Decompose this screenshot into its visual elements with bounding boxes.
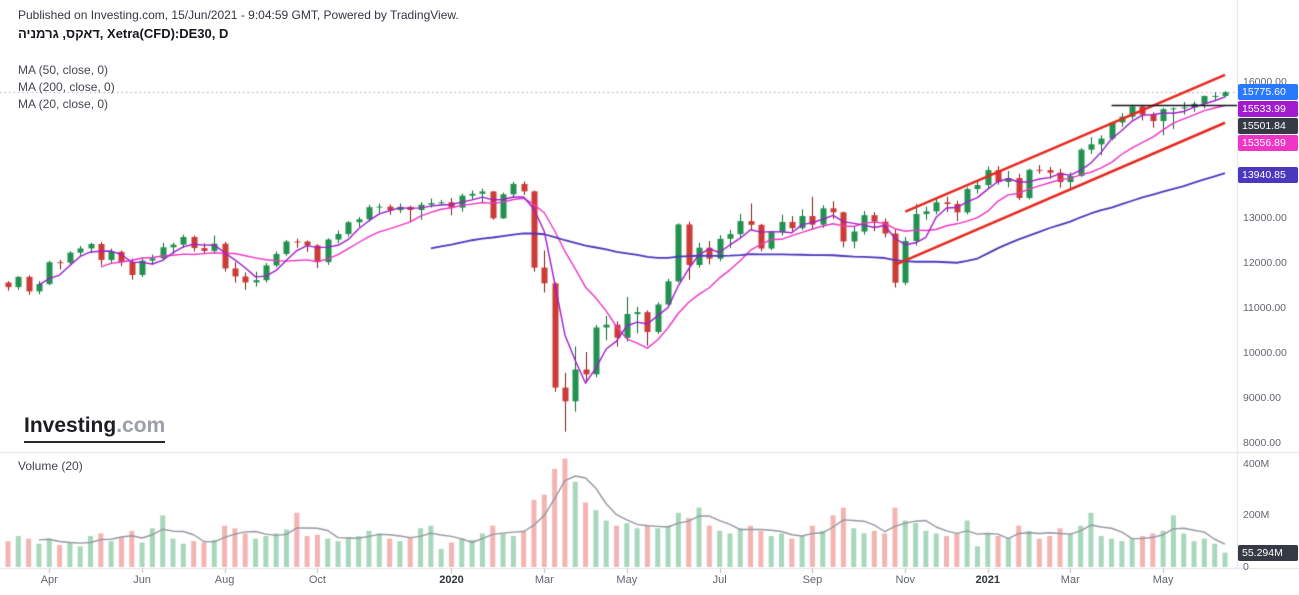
time-axis-month-label: Mar [534, 574, 554, 586]
indicator-label-ma50[interactable]: MA (50, close, 0) [18, 63, 109, 77]
time-axis-month-label: Apr [40, 574, 58, 586]
time-axis-month-label: Mar [1060, 574, 1080, 586]
price-axis-label: 9000.00 [1243, 392, 1281, 405]
volume-indicator-label[interactable]: Volume (20) [18, 459, 83, 473]
price-axis[interactable]: 16000.0015000.0014000.0013000.0012000.00… [1238, 0, 1299, 573]
time-axis-month-label: May [616, 574, 638, 586]
published-text: Published on Investing.com, 15/Jun/2021 … [18, 8, 459, 22]
price-axis-label: 8000.00 [1243, 437, 1281, 450]
volume-axis-label: 0 [1243, 561, 1249, 573]
volume-axis-label: 200M [1243, 509, 1270, 522]
time-axis-year-label: 2021 [975, 574, 1001, 586]
time-axis-month-label: Jul [712, 574, 727, 586]
logo-text-light: .com [116, 414, 166, 437]
time-axis-month-label: May [1152, 574, 1174, 586]
time-axis-month-label: Aug [214, 574, 235, 586]
price-axis-label: 12000.00 [1243, 256, 1287, 269]
symbol-title: דאקס, גרמניה, Xetra(CFD):DE30, D [18, 26, 229, 41]
price-axis-label: 10000.00 [1243, 346, 1287, 359]
indicator-label-ma20[interactable]: MA (20, close, 0) [18, 97, 109, 111]
ma200-value-tag: 13940.85 [1238, 167, 1298, 184]
time-axis-month-label: Nov [895, 574, 916, 586]
indicator-legend: MA (50, close, 0) MA (200, close, 0) MA … [18, 62, 115, 113]
investing-logo: Investing.com [24, 414, 166, 443]
published-header: Published on Investing.com, 15/Jun/2021 … [18, 8, 459, 22]
price-axis-label: 11000.00 [1243, 301, 1287, 314]
time-axis-year-label: 2020 [439, 574, 464, 586]
ma50-value-tag: 15356.89 [1238, 135, 1298, 152]
volume-axis-label: 400M [1243, 457, 1270, 470]
time-axis-month-label: Oct [308, 574, 326, 586]
horizontal-line-value-tag: 15501.84 [1238, 118, 1298, 135]
time-axis-month-label: Sep [802, 574, 823, 586]
volume-value-tag: 55.294M [1238, 544, 1298, 561]
time-axis[interactable]: Apr Jun Aug Oct 2020 Mar May Jul Sep Nov 2021 Mar Ma… [0, 572, 1237, 592]
indicator-label-ma200[interactable]: MA (200, close, 0) [18, 80, 115, 94]
logo-text-bold: Investing [24, 414, 117, 437]
price-axis-label: 13000.00 [1243, 211, 1287, 224]
last-price-tag: 15775.60 [1238, 84, 1298, 101]
time-axis-month-label: Jun [133, 574, 151, 586]
ma20-value-tag: 15533.99 [1238, 101, 1298, 118]
